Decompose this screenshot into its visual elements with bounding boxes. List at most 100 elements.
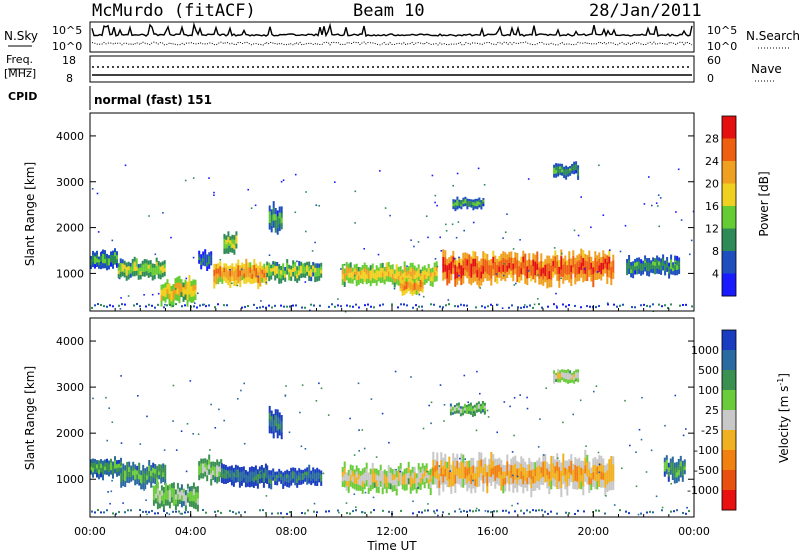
velocity-echo-cell bbox=[272, 431, 275, 439]
velocity-echo-cell bbox=[312, 478, 315, 484]
velocity-echo-cell bbox=[250, 471, 253, 477]
power-scatter-point bbox=[417, 241, 420, 243]
power-echo-cell bbox=[186, 300, 189, 307]
velocity-echo-cell bbox=[671, 468, 674, 475]
power-echo-cell bbox=[221, 271, 224, 276]
power-echo-cell bbox=[458, 257, 461, 264]
power-echo-cell bbox=[194, 279, 197, 286]
velocity-echo-cell bbox=[343, 467, 346, 475]
power-scatter-cell bbox=[685, 303, 687, 306]
power-echo-cell bbox=[391, 269, 394, 275]
velocity-echo-cell bbox=[446, 480, 449, 488]
velocity-echo-cell bbox=[190, 501, 193, 507]
power-scatter-cell bbox=[613, 303, 615, 306]
power-echo-cell bbox=[580, 270, 583, 278]
power-echo-cell bbox=[654, 262, 657, 267]
velocity-echo-cell bbox=[343, 474, 346, 482]
power-echo-cell bbox=[184, 289, 187, 295]
power-echo-cell bbox=[186, 293, 189, 301]
power-echo-cell bbox=[532, 272, 535, 280]
velocity-echo-cell bbox=[351, 465, 354, 472]
velocity-echo-cell bbox=[278, 412, 281, 419]
power-scatter-cell bbox=[121, 303, 123, 306]
power-echo-cell bbox=[302, 273, 305, 278]
power-echo-cell bbox=[274, 261, 277, 267]
power-echo-cell bbox=[180, 279, 183, 285]
power-echo-cell bbox=[606, 255, 609, 263]
power-echo-cell bbox=[470, 263, 473, 272]
power-echo-cell bbox=[534, 261, 537, 269]
power-echo-cell bbox=[664, 267, 667, 272]
power-echo-cell bbox=[632, 269, 635, 275]
power-echo-cell bbox=[490, 259, 493, 267]
velocity-echo-cell bbox=[156, 471, 159, 479]
power-scatter-cell bbox=[334, 305, 336, 308]
power-echo-cell bbox=[592, 267, 595, 275]
velocity-echo-cell bbox=[375, 468, 378, 476]
velocity-scatter-point bbox=[146, 415, 148, 418]
velocity-echo-cell bbox=[407, 478, 410, 485]
power-echo-cell bbox=[188, 294, 191, 302]
power-scatter-point bbox=[527, 270, 530, 272]
velocity-echo-cell bbox=[208, 454, 211, 460]
velocity-echo-cell bbox=[484, 476, 487, 484]
power-echo-cell bbox=[419, 283, 422, 288]
power-echo-cell bbox=[417, 287, 420, 292]
velocity-scatter-point bbox=[301, 384, 304, 386]
velocity-echo-cell bbox=[182, 501, 185, 506]
velocity-echo-cell bbox=[557, 378, 560, 383]
power-echo-cell bbox=[454, 207, 457, 212]
power-echo-cell bbox=[369, 280, 372, 287]
power-scatter-point bbox=[151, 293, 154, 296]
velocity-scatter-cell bbox=[259, 509, 261, 512]
power-echo-cell bbox=[462, 197, 465, 201]
velocity-echo-cell bbox=[152, 462, 155, 469]
velocity-echo-cell bbox=[608, 482, 611, 491]
power-echo-cell bbox=[200, 254, 203, 259]
velocity-echo-cell bbox=[310, 477, 313, 482]
power-echo-cell bbox=[524, 275, 527, 284]
velocity-echo-cell bbox=[506, 461, 509, 470]
velocity-echo-cell bbox=[218, 471, 221, 477]
velocity-echo-cell bbox=[280, 432, 283, 440]
power-echo-cell bbox=[435, 261, 438, 267]
velocity-scatter-point bbox=[539, 418, 541, 420]
velocity-echo-cell bbox=[421, 463, 424, 469]
power-echo-cell bbox=[192, 290, 195, 297]
power-echo-cell bbox=[421, 278, 424, 283]
velocity-echo-cell bbox=[308, 478, 311, 484]
power-echo-cell bbox=[399, 288, 402, 292]
velocity-echo-cell bbox=[556, 470, 559, 481]
power-echo-cell bbox=[560, 269, 563, 277]
velocity-scatter-point bbox=[635, 485, 638, 488]
velocity-scatter-cell bbox=[502, 509, 504, 512]
velocity-echo-cell bbox=[270, 421, 273, 428]
power-echo-cell bbox=[98, 256, 100, 260]
power-echo-cell bbox=[363, 272, 366, 278]
power-scatter-cell bbox=[622, 303, 624, 306]
velocity-echo-cell bbox=[168, 501, 171, 509]
time-tick-label: 04:00 bbox=[175, 525, 207, 538]
velocity-scatter-point bbox=[439, 384, 442, 386]
velocity-echo-cell bbox=[567, 372, 570, 377]
velocity-echo-cell bbox=[663, 466, 666, 473]
velocity-echo-cell bbox=[176, 488, 179, 495]
power-scatter-point bbox=[305, 230, 307, 233]
power-echo-cell bbox=[464, 196, 467, 200]
power-echo-cell bbox=[628, 268, 631, 274]
power-scatter-point bbox=[434, 201, 436, 204]
velocity-echo-cell bbox=[244, 482, 247, 488]
velocity-echo-cell bbox=[423, 471, 426, 478]
power-echo-cell bbox=[192, 296, 195, 303]
power-scatter-point bbox=[418, 293, 421, 296]
velocity-echo-cell bbox=[290, 480, 293, 486]
velocity-echo-cell bbox=[429, 468, 432, 476]
power-echo-cell bbox=[294, 275, 297, 282]
power-echo-cell bbox=[472, 266, 475, 275]
velocity-echo-cell bbox=[477, 406, 480, 410]
power-echo-cell bbox=[405, 289, 408, 294]
velocity-scatter-cell bbox=[355, 509, 357, 512]
power-echo-cell bbox=[565, 165, 568, 170]
velocity-echo-cell bbox=[484, 470, 487, 478]
velocity-echo-cell bbox=[210, 473, 213, 480]
